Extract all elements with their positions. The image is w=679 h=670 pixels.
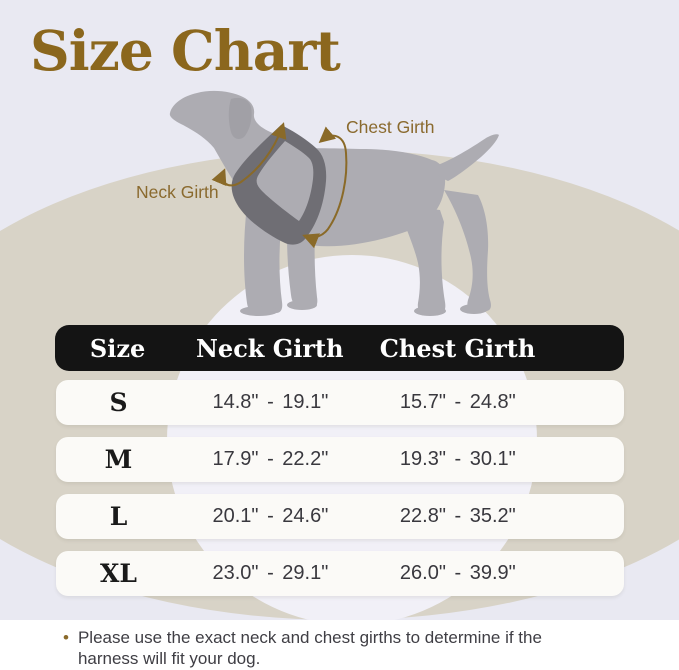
dog-rear-leg-near (397, 205, 446, 313)
table-row: XL 23.0" - 29.1" 26.0" - 39.9" (56, 551, 624, 596)
neck-girth-label: Neck Girth (136, 182, 219, 202)
table-header-neck-girth: Neck Girth (195, 333, 344, 363)
measurement-arrows (211, 122, 348, 249)
table-header-size: Size (89, 333, 146, 363)
chest-girth-value: 15.7" - 24.8" (399, 391, 516, 413)
dog-tail (430, 134, 499, 181)
table-row: S 14.8" - 19.1" 15.7" - 24.8" (56, 380, 624, 425)
bullet-icon: • (63, 628, 69, 647)
footer-note-line2: harness will fit your dog. (77, 649, 261, 668)
dog-rear-leg-far (444, 190, 491, 311)
chest-girth-label: Chest Girth (346, 117, 435, 137)
size-value: M (104, 445, 133, 474)
footer-note: • Please use the exact neck and chest gi… (63, 627, 623, 669)
chest-girth-value: 22.8" - 35.2" (399, 505, 516, 527)
neck-girth-arrow (211, 122, 287, 187)
size-value: S (109, 388, 128, 417)
chest-girth-arrow (302, 126, 348, 249)
footer-note-line1: Please use the exact neck and chest girt… (77, 628, 542, 647)
table-header-row: Size Neck Girth Chest Girth (55, 325, 624, 371)
footer-band (0, 620, 679, 670)
page-title: Size Chart (30, 18, 341, 83)
table-row: L 20.1" - 24.6" 22.8" - 35.2" (56, 494, 624, 539)
neck-girth-value: 14.8" - 19.1" (212, 391, 329, 413)
size-value: L (109, 502, 128, 531)
neck-girth-value: 17.9" - 22.2" (212, 448, 329, 470)
chest-girth-value: 19.3" - 30.1" (399, 448, 516, 470)
size-value: XL (99, 559, 137, 588)
neck-girth-value: 23.0" - 29.1" (212, 562, 329, 584)
neck-girth-value: 20.1" - 24.6" (212, 505, 329, 527)
chest-girth-value: 26.0" - 39.9" (399, 562, 516, 584)
table-row: M 17.9" - 22.2" 19.3" - 30.1" (56, 437, 624, 482)
table-header-chest-girth: Chest Girth (379, 333, 536, 363)
